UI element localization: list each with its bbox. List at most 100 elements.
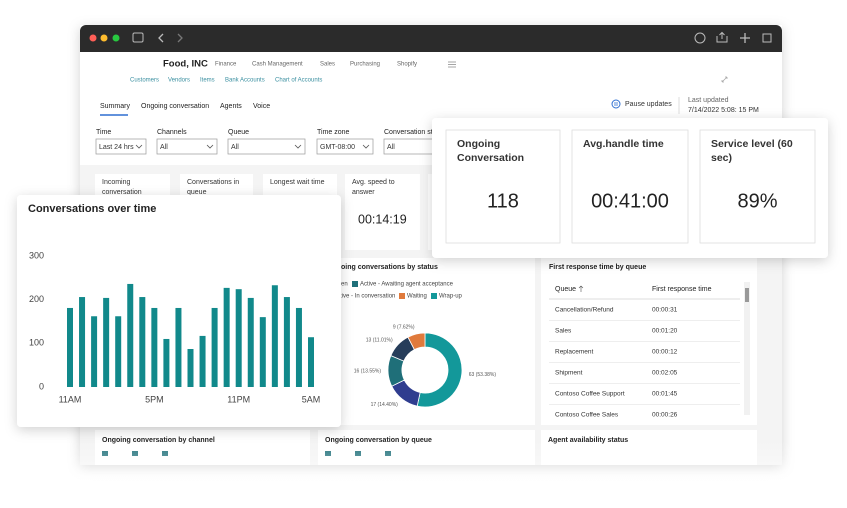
minimize-button[interactable] xyxy=(100,34,108,42)
column-header[interactable]: First response time xyxy=(652,286,712,293)
kpi-value: 00:41:00 xyxy=(591,190,669,212)
scrollbar-track[interactable] xyxy=(744,282,750,415)
bar xyxy=(223,287,230,387)
kpi-label: Avg.handle time xyxy=(583,138,664,150)
table-cell: Contoso Coffee Sales xyxy=(555,412,619,419)
forward-icon[interactable] xyxy=(177,33,183,43)
kpi-value: 00:14:19 xyxy=(358,212,407,226)
kpi-value: 118 xyxy=(487,190,519,212)
expand-icon[interactable] xyxy=(721,76,728,83)
table-cell: 00:00:31 xyxy=(652,307,678,314)
kpi-label-box: Incoming conversation xyxy=(102,179,142,196)
pause-icon[interactable] xyxy=(611,99,621,109)
kpi-label-box: Ongoing Conversation xyxy=(457,138,525,164)
nav-item[interactable]: Sales xyxy=(320,62,335,68)
scrollbar-thumb[interactable] xyxy=(745,288,749,302)
table-title: First response time by queue xyxy=(549,264,646,271)
bar xyxy=(79,297,86,387)
bar xyxy=(247,297,254,387)
filter-value: All xyxy=(387,144,395,151)
close-button[interactable] xyxy=(89,34,97,42)
back-icon[interactable] xyxy=(158,33,164,43)
x-tick-label: 11AM xyxy=(59,394,82,404)
bar xyxy=(271,285,278,387)
new-tab-icon[interactable] xyxy=(740,33,750,43)
tab[interactable]: Voice xyxy=(253,103,270,110)
dropdown-chevron xyxy=(294,144,302,149)
bar xyxy=(199,335,206,387)
nav-item[interactable]: Shopify xyxy=(397,62,417,68)
filter-dropdown[interactable] xyxy=(316,138,374,155)
column-header[interactable]: Queue xyxy=(555,286,576,293)
kpi-card xyxy=(345,174,420,250)
nav-item[interactable]: Purchasing xyxy=(350,62,380,68)
table-cell: Sales xyxy=(555,328,572,335)
tab[interactable]: Ongoing conversation xyxy=(141,103,209,110)
bar xyxy=(308,337,314,387)
tab[interactable]: Summary xyxy=(100,103,130,110)
tab[interactable]: Agents xyxy=(220,103,242,110)
y-tick-label: 300 xyxy=(29,250,44,260)
subnav-link[interactable]: Vendors xyxy=(168,78,190,84)
maximize-button[interactable] xyxy=(112,34,120,42)
table: Queue First response time Cancellation/Ref… xyxy=(549,285,740,419)
subnav-link[interactable]: Bank Accounts xyxy=(225,78,265,84)
subnav-link[interactable]: Chart of Accounts xyxy=(275,78,322,84)
dropdown-chevron xyxy=(206,144,214,149)
x-tick-label: 11PM xyxy=(227,394,250,404)
bar xyxy=(259,317,266,387)
filter-dropdown[interactable] xyxy=(156,138,218,155)
sort-arrow xyxy=(578,285,584,292)
menu-icon[interactable] xyxy=(448,61,456,68)
pie-slice xyxy=(407,332,426,351)
chart-title: Conversations over time xyxy=(28,203,156,215)
table-cell: 00:01:20 xyxy=(652,328,678,335)
bar xyxy=(67,307,73,387)
table-cell: Contoso Coffee Support xyxy=(555,391,625,398)
table-cell: 00:02:05 xyxy=(652,370,678,377)
data-label: 63 (53.38%) xyxy=(469,372,497,378)
subnav-link[interactable]: Items xyxy=(200,78,215,84)
download-icon[interactable] xyxy=(694,32,706,44)
nav-item[interactable]: Finance xyxy=(215,62,237,68)
kpi-value: 89% xyxy=(737,190,777,212)
nav-item[interactable]: Cash Management xyxy=(252,62,303,68)
kpi-label: Service level (60 sec) xyxy=(711,138,793,164)
filter-dropdown[interactable] xyxy=(95,138,147,155)
bar xyxy=(115,316,122,387)
data-label: 17 (14.40%) xyxy=(371,402,399,408)
chart-title: Ongoing conversations by status xyxy=(327,264,438,271)
table-cell: Shipment xyxy=(555,370,583,377)
kpi-label: Ongoing Conversation xyxy=(457,138,525,164)
highlight-kpi-card: Ongoing Conversation 118 Avg.handle time 00… xyxy=(432,118,828,258)
subnav-link[interactable]: Customers xyxy=(130,78,159,84)
bar xyxy=(91,316,98,387)
legend-label: Active - Awaiting agent acceptance xyxy=(360,282,454,288)
kpi-label: Longest wait time xyxy=(270,179,325,186)
table-cell: 00:01:45 xyxy=(652,391,678,398)
tabs-icon[interactable] xyxy=(762,33,772,43)
legend-label: Wrap-up xyxy=(439,294,463,300)
y-tick-label: 200 xyxy=(29,294,44,304)
bar xyxy=(151,307,158,387)
kpi-tile xyxy=(445,129,561,244)
bar xyxy=(187,349,194,387)
data-label: 9 (7.62%) xyxy=(393,325,415,331)
legend-label: Active - In conversation xyxy=(333,294,395,300)
conversations-over-time-card: Conversations over time 0 100 200 300 11AM 5PM… xyxy=(17,195,341,427)
bar xyxy=(163,338,170,387)
share-icon[interactable] xyxy=(716,31,728,43)
filter-value: All xyxy=(231,144,239,151)
data-label: 16 (13.55%) xyxy=(354,368,382,374)
company-name: Food, INC xyxy=(163,59,208,70)
pause-updates[interactable]: Pause updates xyxy=(625,101,672,108)
filter-dropdown[interactable] xyxy=(227,138,306,155)
bar xyxy=(175,307,182,387)
bar xyxy=(235,289,242,387)
bar xyxy=(127,283,134,387)
y-tick-label: 100 xyxy=(29,338,44,348)
last-updated-label: Last updated xyxy=(688,97,729,104)
pause-icon-bars xyxy=(614,102,618,106)
sidebar-icon[interactable] xyxy=(132,32,144,43)
